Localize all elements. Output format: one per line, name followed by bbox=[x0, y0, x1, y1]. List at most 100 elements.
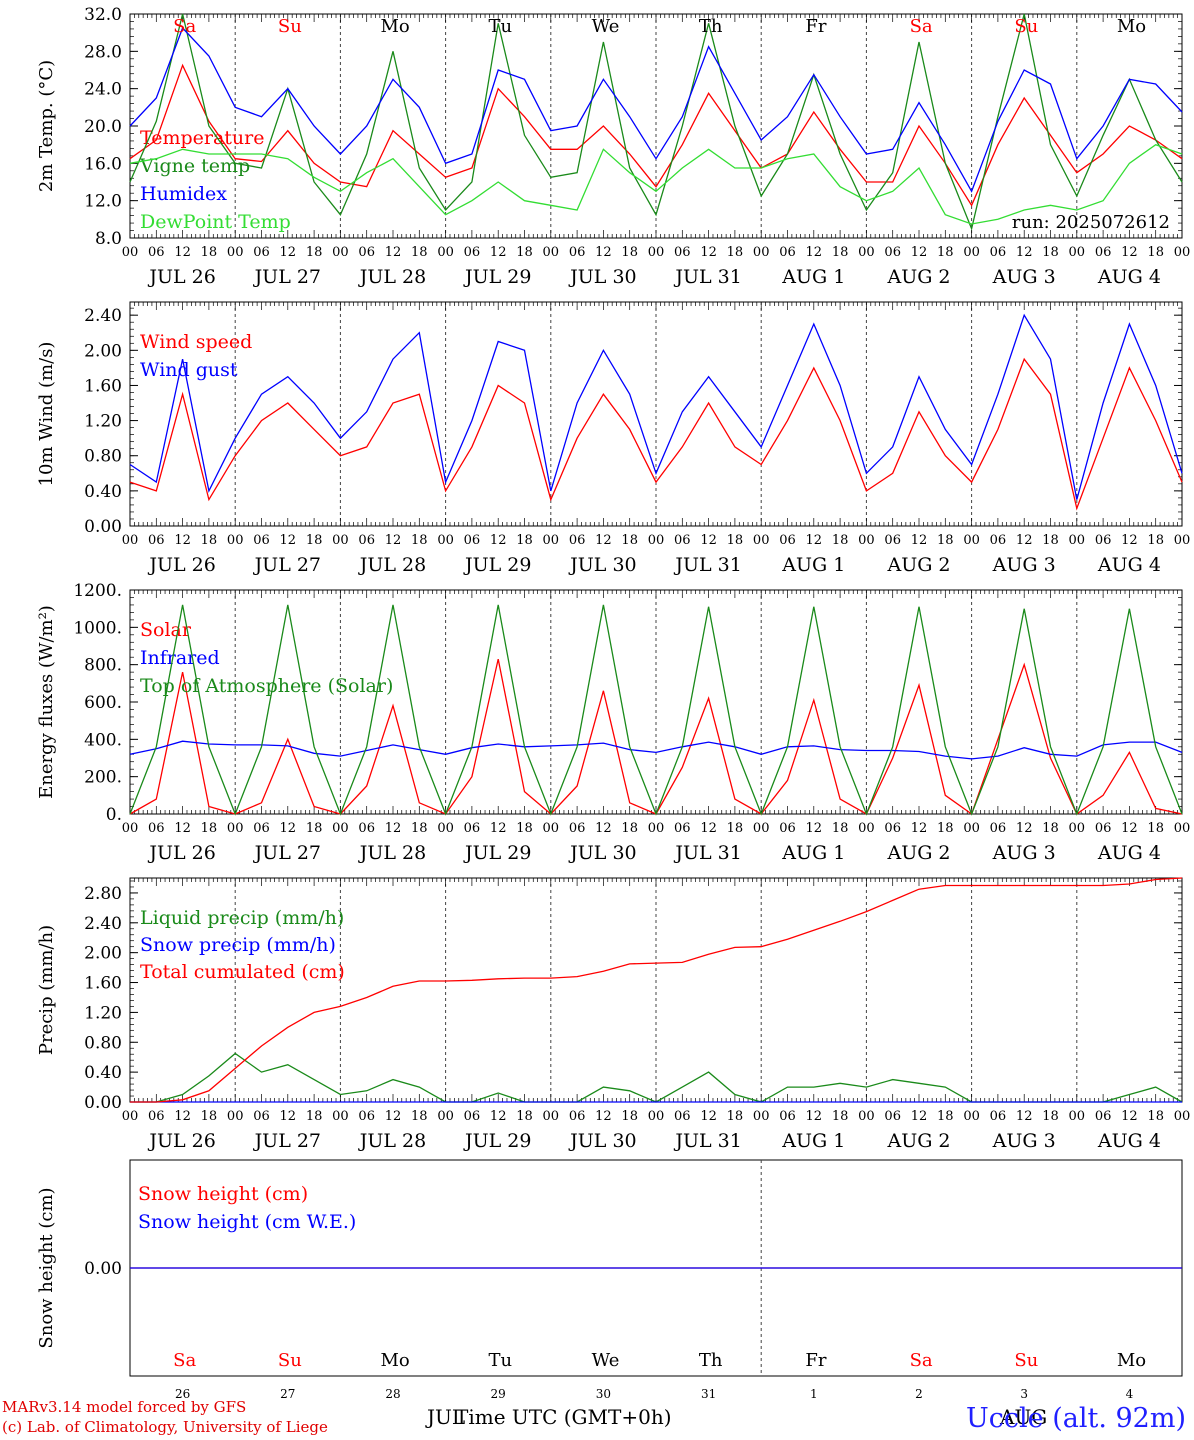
x-hour-tick-label: 12 bbox=[174, 245, 191, 260]
legend-entry: Liquid precip (mm/h) bbox=[140, 907, 344, 929]
chart-panel-5: 0.00 Snow height (cm) Snow height (cm) Snow… bbox=[36, 1159, 1183, 1401]
x-hour-tick-label: 12 bbox=[806, 533, 823, 548]
x-date-label: JUL 26 bbox=[147, 1130, 215, 1152]
x-hour-tick-label: 18 bbox=[306, 245, 323, 260]
x-hour-tick-label: 12 bbox=[1016, 821, 1033, 836]
x-date-label: AUG 4 bbox=[1097, 554, 1161, 576]
x-date-label: AUG 4 bbox=[1097, 266, 1161, 288]
x-hour-tick-label: 00 bbox=[1174, 245, 1191, 260]
x-date-label: AUG 2 bbox=[886, 1130, 950, 1152]
x-hour-tick-label: 18 bbox=[1147, 245, 1164, 260]
x-hour-tick-label: 06 bbox=[1095, 1109, 1112, 1124]
x-hour-tick-label: 06 bbox=[1095, 533, 1112, 548]
day-name-label: Tu bbox=[488, 16, 512, 37]
x-hour-tick-label: 18 bbox=[411, 245, 428, 260]
x-date-label: JUL 27 bbox=[253, 1130, 321, 1152]
x-hour-tick-label: 06 bbox=[884, 533, 901, 548]
y-tick-label: 0.00 bbox=[84, 1093, 122, 1113]
x-date-label: JUL 30 bbox=[568, 554, 636, 576]
legend-entry: Snow height (cm W.E.) bbox=[138, 1211, 356, 1233]
legend-entry: Snow height (cm) bbox=[138, 1183, 308, 1205]
x-date-label: JUL 31 bbox=[673, 554, 741, 576]
legend-entry: Wind gust bbox=[140, 359, 238, 381]
day-name-label: Sa bbox=[910, 16, 933, 37]
x-hour-tick-label: 00 bbox=[332, 1109, 349, 1124]
day-name-label: Su bbox=[278, 1350, 302, 1371]
x-hour-tick-label: 00 bbox=[332, 821, 349, 836]
y-tick-label: 32.0 bbox=[84, 5, 122, 25]
y-axis-label: 2m Temp. (°C) bbox=[36, 60, 57, 192]
station-title: Uccle (alt. 92m) bbox=[966, 1403, 1186, 1434]
x-hour-tick-label: 12 bbox=[385, 245, 402, 260]
x-hour-tick-label: 18 bbox=[937, 245, 954, 260]
x-date-label: AUG 3 bbox=[992, 266, 1056, 288]
day-name-label: Mo bbox=[380, 16, 409, 37]
chart-panel-4: 00 06 12 18 00 06 12 18 00 06 12 18 00 06 12 18 00 06 12 18… bbox=[36, 877, 1190, 1152]
x-hour-tick-label: 06 bbox=[148, 1109, 165, 1124]
x-date-label: AUG 4 bbox=[1097, 842, 1161, 864]
x-hour-tick-label: 06 bbox=[990, 533, 1007, 548]
y-tick-label: 2.80 bbox=[84, 884, 122, 904]
day-name-label: Mo bbox=[380, 1350, 409, 1371]
day-number-label: 2 bbox=[915, 1387, 923, 1401]
day-name-label: Su bbox=[278, 16, 302, 37]
x-date-label: JUL 29 bbox=[463, 842, 531, 864]
x-hour-tick-label: 06 bbox=[148, 533, 165, 548]
x-hour-tick-label: 00 bbox=[648, 821, 665, 836]
x-hour-tick-label: 18 bbox=[516, 533, 533, 548]
x-hour-tick-label: 12 bbox=[595, 533, 612, 548]
x-hour-tick-label: 18 bbox=[621, 533, 638, 548]
y-tick-label: 28.0 bbox=[84, 42, 122, 62]
day-name-label: Sa bbox=[910, 1350, 933, 1371]
x-hour-tick-label: 18 bbox=[621, 821, 638, 836]
x-hour-tick-label: 18 bbox=[727, 1109, 744, 1124]
x-hour-tick-label: 12 bbox=[911, 533, 928, 548]
x-hour-tick-label: 18 bbox=[1042, 1109, 1059, 1124]
legend-entry: Top of Atmosphere (Solar) bbox=[140, 675, 393, 697]
day-number-label: 30 bbox=[596, 1387, 611, 1401]
x-hour-tick-label: 18 bbox=[516, 1109, 533, 1124]
x-hour-tick-label: 18 bbox=[937, 821, 954, 836]
x-hour-tick-label: 00 bbox=[227, 821, 244, 836]
x-hour-tick-label: 12 bbox=[700, 245, 717, 260]
x-hour-tick-label: 06 bbox=[253, 1109, 270, 1124]
x-hour-tick-label: 06 bbox=[990, 821, 1007, 836]
x-hour-tick-label: 06 bbox=[1095, 245, 1112, 260]
x-hour-tick-label: 12 bbox=[1121, 1109, 1138, 1124]
month-label-aug: AUG bbox=[1000, 1405, 1048, 1429]
x-hour-tick-label: 12 bbox=[1121, 533, 1138, 548]
x-hour-tick-label: 00 bbox=[437, 1109, 454, 1124]
x-hour-tick-label: 06 bbox=[674, 245, 691, 260]
legend-entry: DewPoint Temp bbox=[140, 211, 291, 233]
x-date-label: AUG 3 bbox=[992, 842, 1056, 864]
x-hour-tick-label: 06 bbox=[148, 821, 165, 836]
chart-panel-3: 00 06 12 18 00 06 12 18 00 06 12 18 00 06 12 18 00 06 12 18… bbox=[36, 581, 1190, 864]
y-axis-label: Snow height (cm) bbox=[36, 1187, 57, 1348]
x-hour-tick-label: 00 bbox=[1174, 821, 1191, 836]
y-tick-label: 2.40 bbox=[84, 306, 122, 326]
y-tick-label: 0.40 bbox=[84, 1063, 122, 1083]
x-hour-tick-label: 00 bbox=[753, 821, 770, 836]
x-hour-tick-label: 18 bbox=[1042, 821, 1059, 836]
x-hour-tick-label: 18 bbox=[516, 245, 533, 260]
x-date-label: AUG 2 bbox=[886, 266, 950, 288]
x-hour-tick-label: 06 bbox=[884, 245, 901, 260]
y-tick-label: 600. bbox=[84, 693, 122, 713]
plot-frame bbox=[129, 13, 1183, 239]
x-hour-tick-label: 06 bbox=[674, 821, 691, 836]
x-hour-tick-label: 06 bbox=[358, 533, 375, 548]
x-date-label: JUL 26 bbox=[147, 842, 215, 864]
x-hour-tick-label: 12 bbox=[174, 821, 191, 836]
series-line-dewpoint-temp bbox=[129, 143, 1183, 225]
chart-panel-2: 00 06 12 18 00 06 12 18 00 06 12 18 00 06 12 18 00 06 12 18… bbox=[36, 301, 1190, 576]
x-hour-tick-label: 00 bbox=[1069, 245, 1086, 260]
model-credit: MARv3.14 model forced by GFS bbox=[2, 1398, 247, 1416]
x-hour-tick-label: 00 bbox=[1069, 533, 1086, 548]
x-date-label: AUG 1 bbox=[781, 266, 845, 288]
y-tick-label: 16.0 bbox=[84, 154, 122, 174]
x-hour-tick-label: 06 bbox=[779, 533, 796, 548]
y-tick-label: 1.20 bbox=[84, 1003, 122, 1023]
x-date-label: AUG 1 bbox=[781, 554, 845, 576]
lab-credit: (c) Lab. of Climatology, University of L… bbox=[2, 1418, 328, 1436]
